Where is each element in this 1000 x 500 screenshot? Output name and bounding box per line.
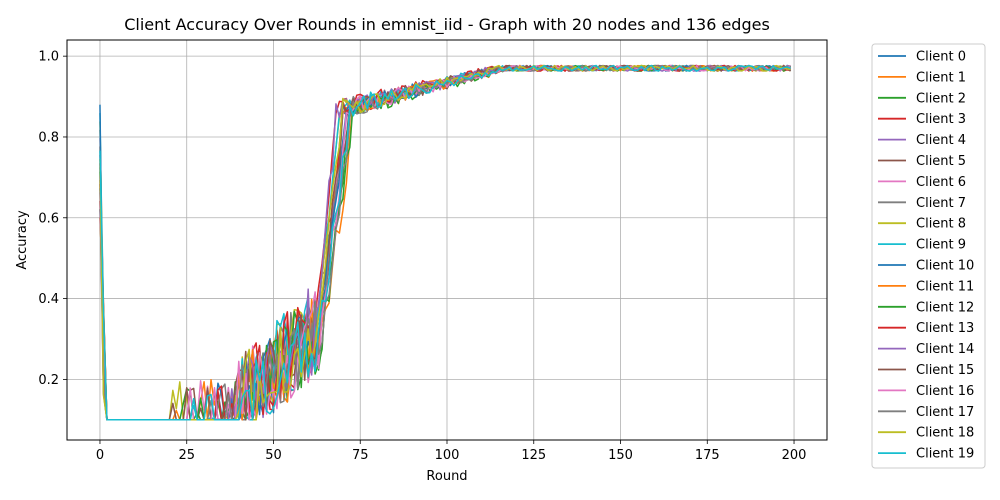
y-axis-label: Accuracy xyxy=(15,210,30,270)
x-tick-label: 175 xyxy=(695,448,720,463)
y-tick-label: 0.2 xyxy=(38,373,59,388)
legend-label: Client 5 xyxy=(916,154,966,169)
legend-label: Client 2 xyxy=(916,91,966,106)
x-tick-label: 125 xyxy=(521,448,546,463)
x-tick-label: 25 xyxy=(178,448,195,463)
grid-layer xyxy=(67,40,827,440)
x-tick-label: 75 xyxy=(352,448,369,463)
legend-label: Client 1 xyxy=(916,70,966,85)
legend-label: Client 14 xyxy=(916,342,974,357)
legend-label: Client 12 xyxy=(916,300,974,315)
legend-label: Client 17 xyxy=(916,405,974,420)
x-tick-label: 200 xyxy=(782,448,807,463)
legend-label: Client 18 xyxy=(916,426,974,441)
legend-label: Client 4 xyxy=(916,133,966,148)
legend-box xyxy=(871,43,986,469)
legend-label: Client 3 xyxy=(916,112,966,127)
x-tick-label: 0 xyxy=(96,448,104,463)
y-tick-label: 0.4 xyxy=(38,292,59,307)
ticks-layer: 0 25 50 75 100 125 150 175 200 0.2 0.4 0.6 0.8 1.0 xyxy=(38,50,806,463)
legend-label: Client 9 xyxy=(916,238,966,253)
legend-label: Client 13 xyxy=(916,321,974,336)
legend: Client 0 Client 1 Client 2 Client 3 Client 4… xyxy=(871,43,986,469)
series-line-client-19 xyxy=(99,64,791,421)
legend-label: Client 15 xyxy=(916,363,974,378)
legend-label: Client 8 xyxy=(916,217,966,232)
legend-label: Client 0 xyxy=(916,50,966,65)
y-tick-label: 1.0 xyxy=(38,50,59,65)
x-tick-label: 50 xyxy=(265,448,282,463)
legend-label: Client 19 xyxy=(916,447,974,462)
x-tick-label: 150 xyxy=(608,448,633,463)
legend-label: Client 16 xyxy=(916,384,974,399)
x-axis-label: Round xyxy=(426,469,467,484)
chart-title: Client Accuracy Over Rounds in emnist_ii… xyxy=(124,15,770,35)
y-tick-label: 0.8 xyxy=(38,130,59,145)
y-tick-label: 0.6 xyxy=(38,211,59,226)
legend-label: Client 6 xyxy=(916,175,966,190)
legend-label: Client 11 xyxy=(916,279,974,294)
legend-label: Client 7 xyxy=(916,196,966,211)
legend-label: Client 10 xyxy=(916,259,974,274)
lines-layer xyxy=(99,64,792,421)
x-tick-label: 100 xyxy=(435,448,460,463)
